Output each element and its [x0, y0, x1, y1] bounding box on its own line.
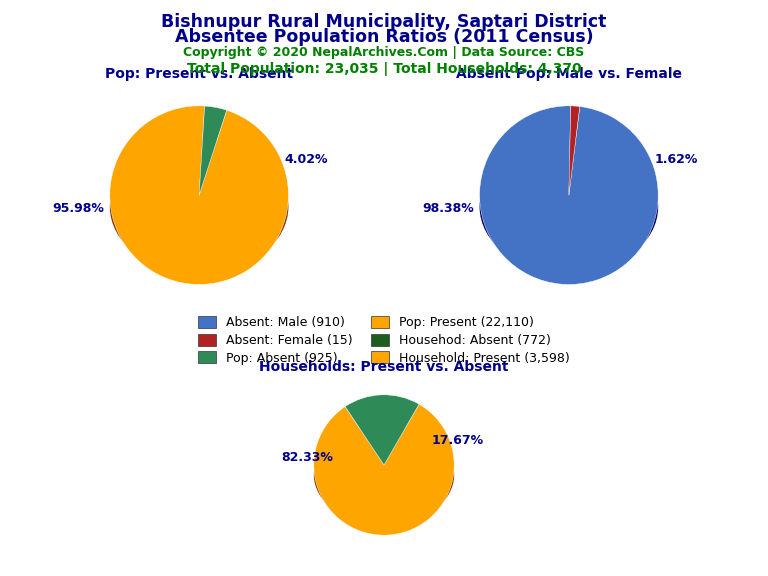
Text: 98.38%: 98.38% [422, 202, 474, 215]
Text: Total Population: 23,035 | Total Households: 4,370: Total Population: 23,035 | Total Househo… [187, 62, 581, 75]
Wedge shape [479, 106, 658, 285]
Legend: Absent: Male (910), Absent: Female (15), Pop: Absent (925), Pop: Present (22,110: Absent: Male (910), Absent: Female (15),… [198, 316, 570, 365]
Wedge shape [110, 106, 289, 285]
Text: 4.02%: 4.02% [284, 153, 328, 166]
Wedge shape [345, 395, 419, 465]
Wedge shape [569, 106, 580, 195]
Ellipse shape [479, 140, 658, 274]
Text: 82.33%: 82.33% [281, 452, 333, 464]
Ellipse shape [110, 140, 289, 274]
Title: Absent Pop: Male vs. Female: Absent Pop: Male vs. Female [456, 67, 682, 81]
Ellipse shape [314, 425, 454, 525]
Text: 95.98%: 95.98% [53, 202, 104, 215]
Text: Copyright © 2020 NepalArchives.Com | Data Source: CBS: Copyright © 2020 NepalArchives.Com | Dat… [184, 46, 584, 59]
Title: Pop: Present vs. Absent: Pop: Present vs. Absent [105, 67, 293, 81]
Title: Households: Present vs. Absent: Households: Present vs. Absent [260, 360, 508, 374]
Wedge shape [199, 106, 227, 195]
Text: 1.62%: 1.62% [654, 153, 698, 166]
Text: 17.67%: 17.67% [432, 434, 484, 447]
Text: Bishnupur Rural Municipality, Saptari District: Bishnupur Rural Municipality, Saptari Di… [161, 13, 607, 31]
Wedge shape [314, 404, 454, 535]
Text: Absentee Population Ratios (2011 Census): Absentee Population Ratios (2011 Census) [174, 28, 594, 46]
